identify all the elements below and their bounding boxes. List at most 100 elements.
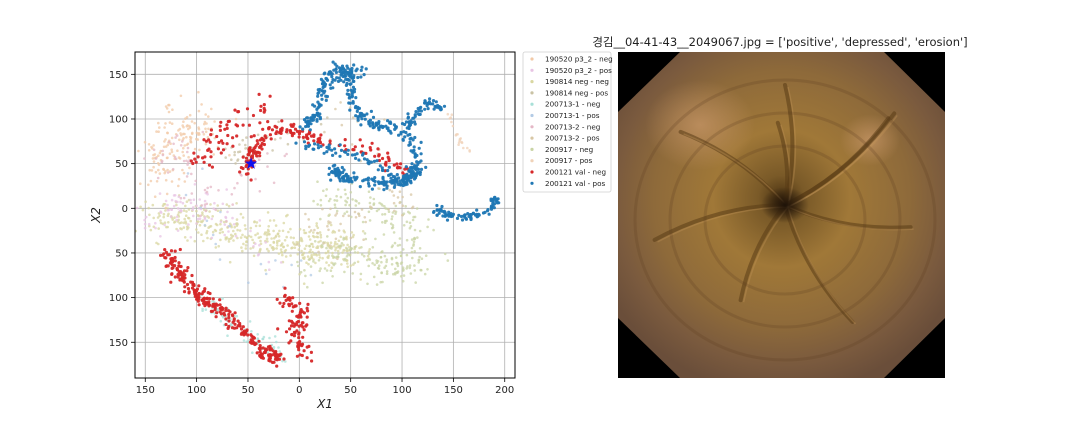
scatter-point bbox=[385, 126, 389, 130]
scatter-point bbox=[156, 176, 160, 180]
scatter-point bbox=[319, 144, 323, 148]
scatter-point bbox=[414, 110, 418, 114]
scatter-point bbox=[337, 252, 340, 256]
scatter-point bbox=[180, 227, 183, 231]
scatter-point bbox=[214, 246, 218, 249]
scatter-point bbox=[312, 258, 315, 261]
scatter-point bbox=[320, 97, 324, 101]
scatter-point bbox=[182, 146, 185, 150]
scatter-point bbox=[316, 231, 319, 235]
scatter-point bbox=[349, 236, 353, 240]
scatter-point bbox=[378, 164, 382, 168]
scatter-point bbox=[181, 150, 184, 154]
scatter-point bbox=[215, 311, 219, 315]
scatter-point bbox=[333, 78, 337, 82]
scatter-point bbox=[391, 226, 395, 229]
legend-marker bbox=[530, 147, 534, 151]
scatter-point bbox=[239, 332, 243, 336]
scatter-point bbox=[462, 146, 465, 150]
scatter-point bbox=[319, 198, 323, 202]
scatter-point bbox=[232, 229, 235, 233]
scatter-point bbox=[443, 252, 447, 256]
scatter-point bbox=[454, 134, 458, 137]
scatter-point bbox=[179, 132, 182, 135]
scatter-point bbox=[432, 228, 435, 232]
scatter-point bbox=[164, 250, 168, 254]
scatter-point bbox=[143, 140, 147, 144]
scatter-point bbox=[211, 302, 215, 307]
scatter-point bbox=[210, 165, 214, 169]
legend-marker bbox=[530, 102, 534, 106]
scatter-point bbox=[173, 221, 176, 224]
scatter-point bbox=[244, 172, 249, 176]
scatter-point bbox=[332, 229, 335, 233]
scatter-point bbox=[371, 122, 375, 126]
scatter-point bbox=[207, 216, 211, 219]
scatter-point bbox=[391, 215, 394, 218]
scatter-point bbox=[330, 80, 334, 84]
scatter-point bbox=[219, 120, 223, 124]
scatter-point bbox=[387, 210, 391, 213]
scatter-point bbox=[203, 216, 207, 219]
scatter-point bbox=[339, 148, 344, 152]
scatter-point bbox=[310, 255, 313, 259]
scatter-point bbox=[247, 281, 250, 285]
scatter-point bbox=[389, 176, 393, 180]
scatter-point bbox=[338, 171, 342, 175]
scatter-point bbox=[207, 115, 210, 118]
scatter-point bbox=[324, 98, 328, 102]
scatter-point bbox=[304, 324, 308, 328]
scatter-point bbox=[175, 203, 178, 207]
scatter-point bbox=[181, 168, 184, 172]
scatter-point bbox=[307, 262, 310, 266]
scatter-point bbox=[371, 262, 374, 265]
scatter-point bbox=[291, 241, 295, 244]
scatter-point bbox=[369, 148, 373, 152]
scatter-point bbox=[395, 173, 399, 177]
scatter-point bbox=[195, 222, 198, 225]
scatter-point bbox=[405, 253, 409, 257]
legend-entry: 190814 neg - pos bbox=[545, 88, 608, 97]
y-tick-label: 0 bbox=[122, 204, 128, 215]
scatter-point bbox=[351, 79, 355, 83]
scatter-point bbox=[204, 308, 208, 311]
scatter-point bbox=[281, 359, 284, 363]
scatter-point bbox=[129, 231, 132, 234]
scatter-point bbox=[317, 240, 320, 244]
scatter-point bbox=[282, 357, 286, 361]
scatter-point bbox=[381, 221, 384, 224]
scatter-point bbox=[344, 237, 348, 240]
scatter-point bbox=[405, 267, 409, 270]
scatter-point bbox=[373, 183, 377, 187]
scatter-point bbox=[412, 120, 417, 124]
scatter-point bbox=[127, 223, 130, 226]
scatter-point bbox=[312, 260, 315, 263]
scatter-point bbox=[211, 215, 214, 218]
scatter-point bbox=[360, 208, 364, 211]
scatter-point bbox=[231, 144, 235, 148]
scatter-point bbox=[247, 123, 251, 127]
scatter-point bbox=[166, 225, 169, 229]
scatter-point bbox=[320, 82, 325, 86]
scatter-point bbox=[223, 233, 226, 237]
scatter-point bbox=[225, 142, 229, 146]
scatter-point bbox=[396, 264, 400, 268]
scatter-point bbox=[346, 249, 349, 252]
scatter-point bbox=[401, 213, 404, 217]
scatter-point bbox=[348, 95, 352, 99]
scatter-point bbox=[451, 124, 455, 128]
scatter-point bbox=[244, 244, 248, 247]
scatter-point bbox=[255, 351, 259, 355]
scatter-point bbox=[330, 72, 334, 76]
scatter-point bbox=[354, 69, 358, 73]
scatter-point bbox=[185, 282, 190, 287]
scatter-point bbox=[143, 226, 147, 230]
scatter-point bbox=[189, 201, 193, 205]
scatter-point bbox=[249, 229, 252, 233]
scatter-point bbox=[343, 188, 347, 192]
scatter-point bbox=[377, 187, 380, 190]
scatter-point bbox=[416, 236, 419, 239]
scatter-point bbox=[377, 120, 381, 124]
scatter-point bbox=[164, 122, 167, 125]
scatter-point bbox=[435, 213, 439, 217]
